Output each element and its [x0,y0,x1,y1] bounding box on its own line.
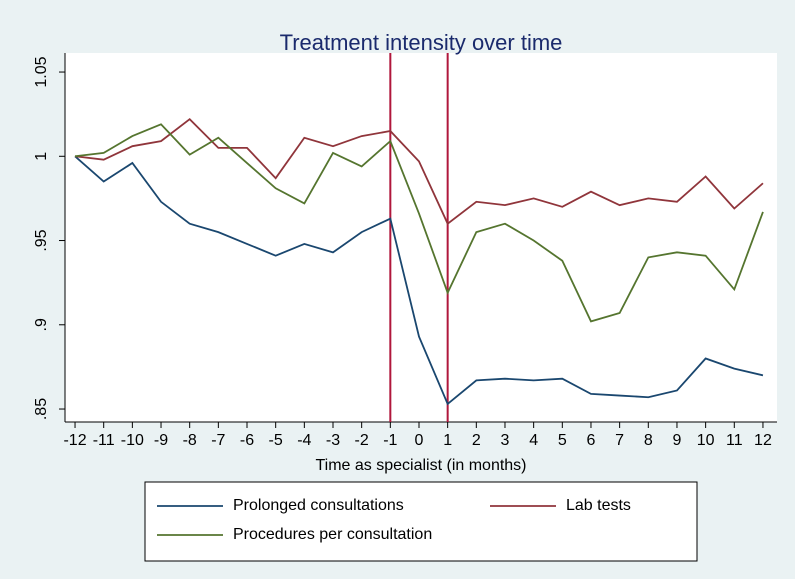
x-tick-label: 10 [697,432,715,449]
x-tick-label: 4 [529,432,538,449]
x-tick-label: -12 [63,432,86,449]
x-tick-label: -2 [355,432,369,449]
y-tick-label: .85 [33,398,50,420]
x-tick-label: 3 [501,432,510,449]
x-tick-label: -4 [297,432,311,449]
legend [144,481,698,562]
x-tick-label: 6 [587,432,596,449]
x-tick-label: -9 [154,432,168,449]
x-tick-label: -3 [326,432,340,449]
x-tick-label: -5 [269,432,283,449]
x-tick-label: 9 [673,432,682,449]
x-axis-title: Time as specialist (in months) [315,457,526,474]
x-tick-label: 7 [615,432,624,449]
x-tick-label: 1 [443,432,452,449]
series-line [74,118,764,226]
x-tick-label: -7 [211,432,225,449]
x-tick-label: -11 [93,432,115,449]
x-tick-label: -8 [183,432,197,449]
y-tick-label: 1.05 [33,56,50,87]
x-tick-label: 2 [472,432,481,449]
x-tick-label: -1 [383,432,397,449]
y-tick-label: .9 [33,318,50,331]
series-line [74,155,764,406]
x-tick-label: 8 [644,432,653,449]
x-tick-label: 12 [754,432,772,449]
x-tick-label: -6 [240,432,254,449]
legend-label: Lab tests [566,497,631,514]
x-tick-label: 11 [726,432,743,449]
x-tick-label: 5 [558,432,567,449]
y-tick-label: 1 [33,152,50,161]
series-line [74,123,764,323]
x-tick-label: 0 [415,432,424,449]
legend-label: Procedures per consultation [233,526,432,543]
x-tick-label: -10 [121,432,144,449]
plot-area [65,53,777,422]
chart-title: Treatment intensity over time [280,30,563,55]
y-tick-label: .95 [33,229,50,251]
legend-label: Prolonged consultations [233,497,404,514]
